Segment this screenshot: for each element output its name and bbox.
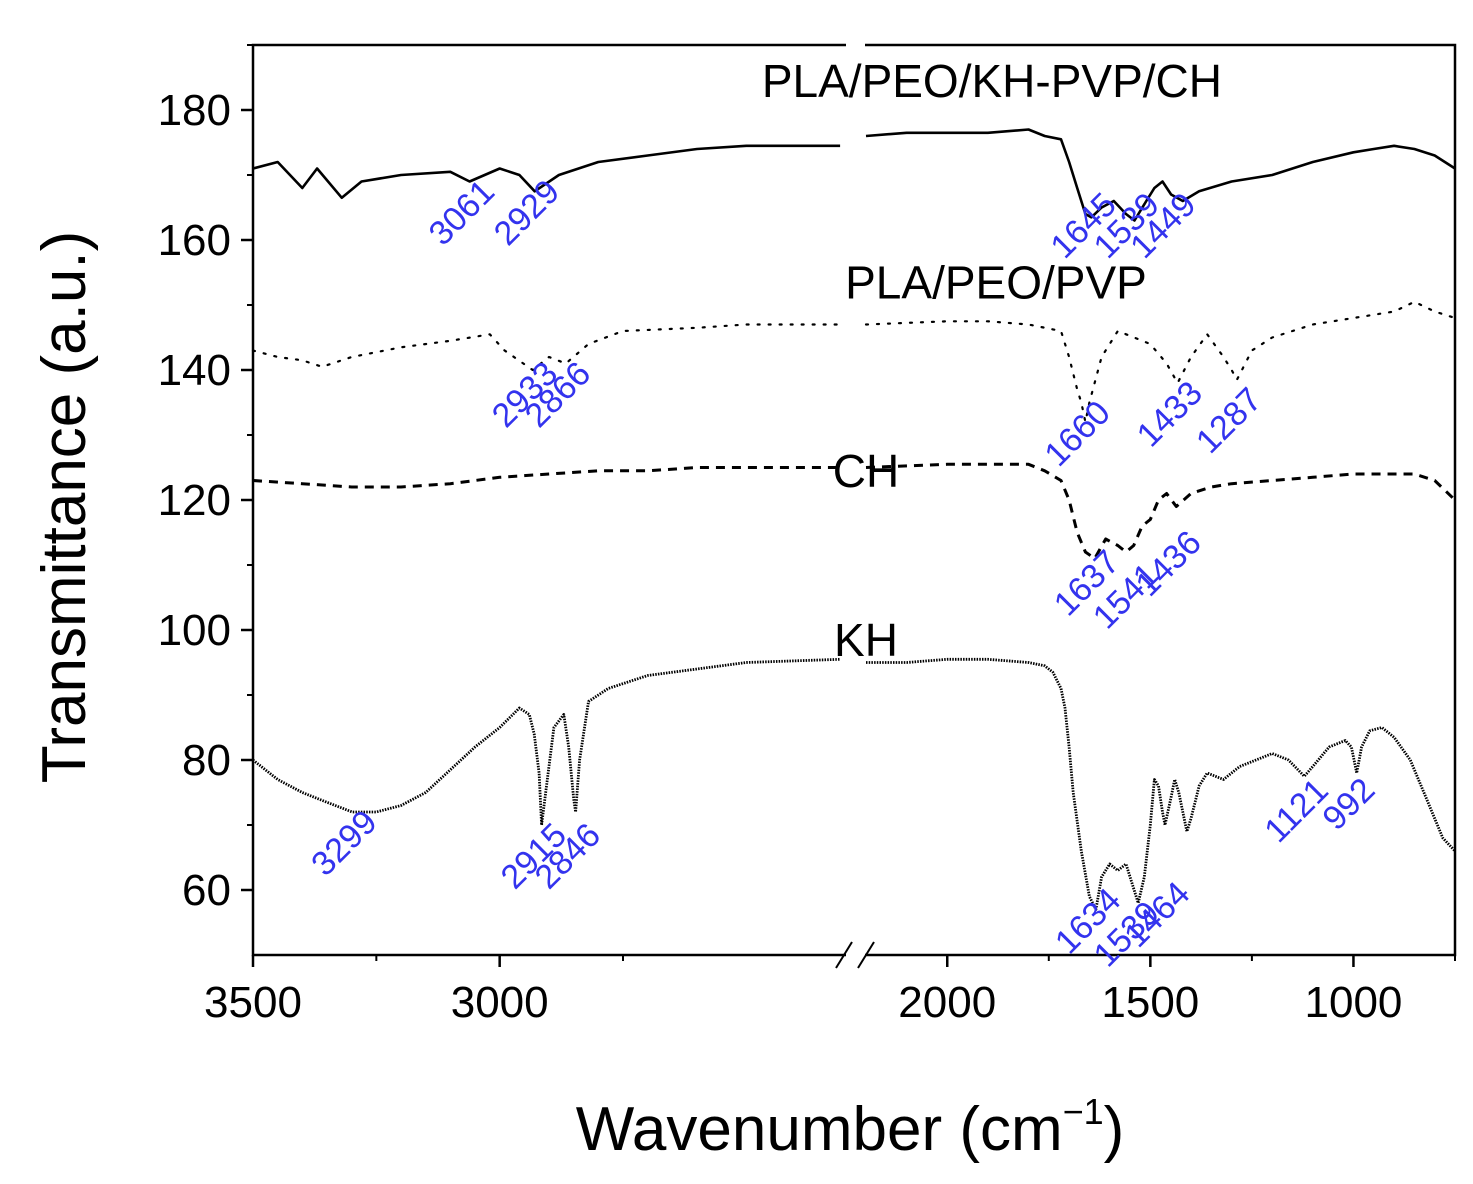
x-axis-title-superscript: −1 — [1063, 1091, 1104, 1132]
series-line-4-left — [252, 657, 841, 827]
y-tick-label: 160 — [158, 216, 231, 265]
x-tick-label: 3000 — [451, 978, 549, 1027]
y-tick-label: 140 — [158, 346, 231, 395]
y-tick-label: 80 — [182, 736, 231, 785]
series-line-2-left — [251, 323, 842, 372]
axis-break-slash-left — [835, 941, 853, 969]
peak-label: 1660 — [1037, 394, 1117, 474]
series-label-2: PLA/PEO/PVP — [845, 257, 1147, 309]
x-tick-label: 1500 — [1101, 978, 1199, 1027]
series-line-4-right — [866, 657, 1457, 911]
series-labels: PLA/PEO/KH-PVP/CH PLA/PEO/PVP CH KH — [762, 55, 1222, 666]
x-axis-title-close: ) — [1104, 1095, 1125, 1164]
axis-break-marker — [835, 941, 875, 969]
x-tick-label: 1000 — [1305, 978, 1403, 1027]
peak-label: 2929 — [487, 173, 567, 253]
series-line-3-right — [865, 462, 1457, 560]
series-label-3: CH — [833, 445, 899, 497]
plot-series — [251, 128, 1457, 911]
series-label-1: PLA/PEO/KH-PVP/CH — [762, 55, 1222, 107]
y-tick-label: 100 — [158, 606, 231, 655]
series-line-1-left — [252, 144, 841, 200]
x-tick-label: 2000 — [898, 978, 996, 1027]
y-tick-label: 60 — [182, 866, 231, 915]
x-axis-title: Wavenumber (cm−1) — [576, 1091, 1125, 1164]
axis-break-slash-right — [857, 941, 875, 969]
y-tick-label: 120 — [158, 476, 231, 525]
series-line-2-right — [864, 300, 1457, 424]
series-line-1-right — [865, 128, 1456, 222]
axis-break-gap-bottom — [846, 951, 865, 959]
y-tick-label: 180 — [158, 86, 231, 135]
y-axis-title: Transmittance (a.u.) — [30, 231, 99, 783]
peak-label: 992 — [1315, 771, 1382, 838]
peak-label: 3299 — [304, 803, 384, 883]
y-axis: 60 80 100 120 140 160 180 — [158, 44, 253, 915]
series-line-3-left — [252, 466, 841, 489]
x-tick-label: 3500 — [204, 978, 302, 1027]
x-axis: 3500 3000 2000 1500 1000 — [204, 955, 1456, 1027]
peak-label: 3061 — [422, 173, 502, 253]
x-axis-title-text: Wavenumber (cm — [576, 1095, 1063, 1164]
series-label-4: KH — [834, 614, 898, 666]
axis-break-gap-top — [846, 41, 865, 49]
